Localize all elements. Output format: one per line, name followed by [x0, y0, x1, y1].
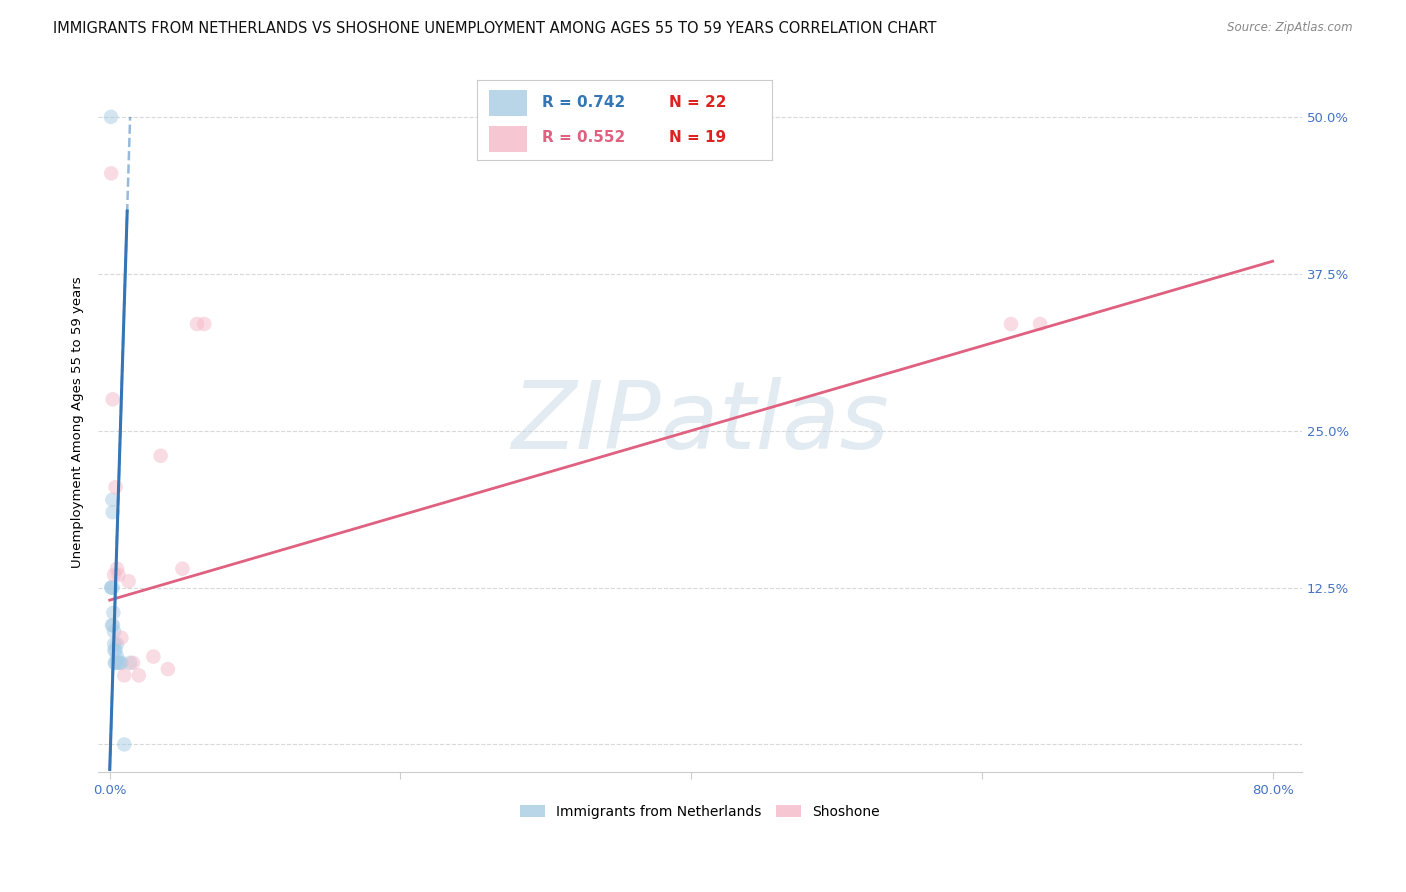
Point: [104, 656, 127, 670]
Point: [128, 668, 150, 682]
Point: [107, 656, 129, 670]
Point: [112, 668, 135, 682]
Point: [100, 581, 122, 595]
Point: [103, 568, 125, 582]
Text: Source: ZipAtlas.com: Source: ZipAtlas.com: [1227, 21, 1353, 34]
Point: [103, 624, 125, 639]
Point: [122, 656, 145, 670]
Point: [110, 631, 132, 645]
Point: [104, 656, 127, 670]
Point: [110, 656, 132, 670]
Text: ZIPatlas: ZIPatlas: [510, 377, 889, 468]
Point: [112, 738, 135, 752]
Point: [156, 662, 179, 676]
Point: [105, 637, 128, 651]
Point: [149, 449, 172, 463]
Point: [104, 480, 127, 494]
Point: [186, 317, 208, 331]
Point: [103, 643, 125, 657]
Point: [103, 606, 125, 620]
Point: [104, 643, 127, 657]
Legend: Immigrants from Netherlands, Shoshone: Immigrants from Netherlands, Shoshone: [515, 799, 884, 824]
Point: [1029, 317, 1052, 331]
Point: [118, 574, 141, 589]
Point: [193, 317, 215, 331]
Point: [101, 618, 124, 632]
Text: IMMIGRANTS FROM NETHERLANDS VS SHOSHONE UNEMPLOYMENT AMONG AGES 55 TO 59 YEARS C: IMMIGRANTS FROM NETHERLANDS VS SHOSHONE …: [53, 21, 936, 36]
Point: [105, 649, 128, 664]
Point: [100, 110, 122, 124]
Point: [101, 581, 124, 595]
Point: [107, 568, 129, 582]
Point: [105, 562, 128, 576]
Y-axis label: Unemployment Among Ages 55 to 59 years: Unemployment Among Ages 55 to 59 years: [72, 277, 84, 568]
Point: [1000, 317, 1022, 331]
Point: [101, 505, 124, 519]
Point: [101, 492, 124, 507]
Point: [101, 392, 124, 407]
Point: [100, 166, 122, 180]
Point: [120, 656, 142, 670]
Point: [172, 562, 194, 576]
Point: [103, 637, 125, 651]
Point: [100, 581, 122, 595]
Point: [101, 618, 124, 632]
Point: [108, 656, 131, 670]
Point: [142, 649, 165, 664]
